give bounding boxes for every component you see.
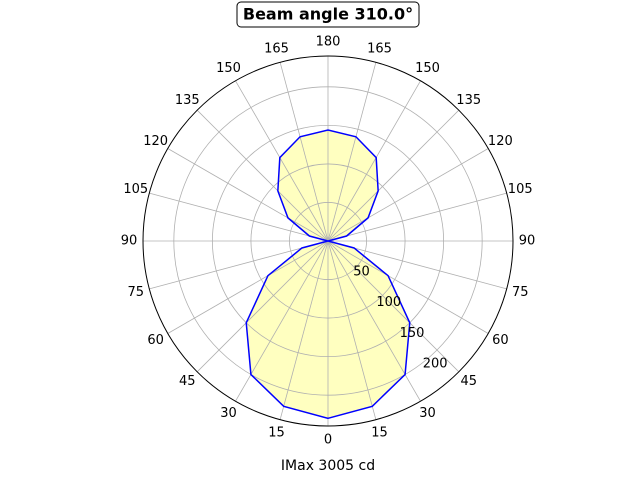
grid-spoke	[327, 240, 489, 334]
grid-spoke	[149, 240, 329, 290]
theta-tick-label: 165	[367, 41, 392, 56]
chart-title: Beam angle 310.0°	[243, 5, 413, 24]
theta-tick-label: 30	[419, 406, 436, 421]
grid-spoke	[167, 148, 329, 242]
grid-spoke	[327, 192, 507, 242]
grid-spoke	[279, 62, 329, 242]
theta-tick-label: 75	[128, 285, 145, 300]
theta-tick-label: 60	[147, 333, 164, 348]
theta-tick-label: 150	[415, 61, 440, 76]
theta-tick-label: 120	[488, 134, 513, 149]
grid-spoke	[327, 80, 421, 242]
theta-tick-label: 0	[324, 433, 332, 448]
theta-tick-label: 120	[143, 134, 168, 149]
grid-spoke	[196, 109, 329, 242]
grid-spoke	[327, 240, 507, 290]
theta-tick-label: 30	[220, 406, 237, 421]
theta-tick-label: 75	[512, 285, 529, 300]
theta-tick-label: 15	[268, 426, 285, 441]
theta-tick-label: 60	[492, 333, 509, 348]
r-tick-label: 150	[400, 326, 425, 341]
grid-spoke	[235, 80, 329, 242]
theta-tick-label: 105	[508, 182, 533, 197]
grid-spoke	[327, 109, 460, 242]
polar-frame	[142, 55, 514, 427]
grid-spoke	[327, 148, 489, 242]
theta-tick-label: 135	[456, 93, 481, 108]
grid-spoke	[327, 62, 377, 242]
theta-tick-label: 45	[179, 374, 196, 389]
x-axis-label: IMax 3005 cd	[281, 458, 375, 474]
title-box	[236, 1, 420, 28]
grid-spoke	[149, 192, 329, 242]
theta-tick-label: 90	[519, 234, 536, 249]
theta-tick-label: 45	[460, 374, 477, 389]
theta-tick-label: 90	[121, 234, 138, 249]
grid-spoke	[167, 240, 329, 334]
theta-tick-label: 165	[264, 41, 289, 56]
theta-tick-label: 105	[123, 182, 148, 197]
theta-tick-label: 180	[316, 35, 341, 50]
grid-spoke	[196, 240, 329, 373]
theta-tick-label: 135	[175, 93, 200, 108]
r-tick-label: 200	[423, 357, 448, 372]
series-line	[245, 129, 411, 420]
theta-tick-label: 15	[371, 426, 388, 441]
grid-spoke	[327, 240, 377, 420]
grid-spoke	[279, 240, 329, 420]
r-tick-label: 100	[376, 295, 401, 310]
r-tick-label: 50	[353, 264, 370, 279]
theta-tick-label: 150	[216, 61, 241, 76]
grid-spoke	[327, 240, 460, 373]
